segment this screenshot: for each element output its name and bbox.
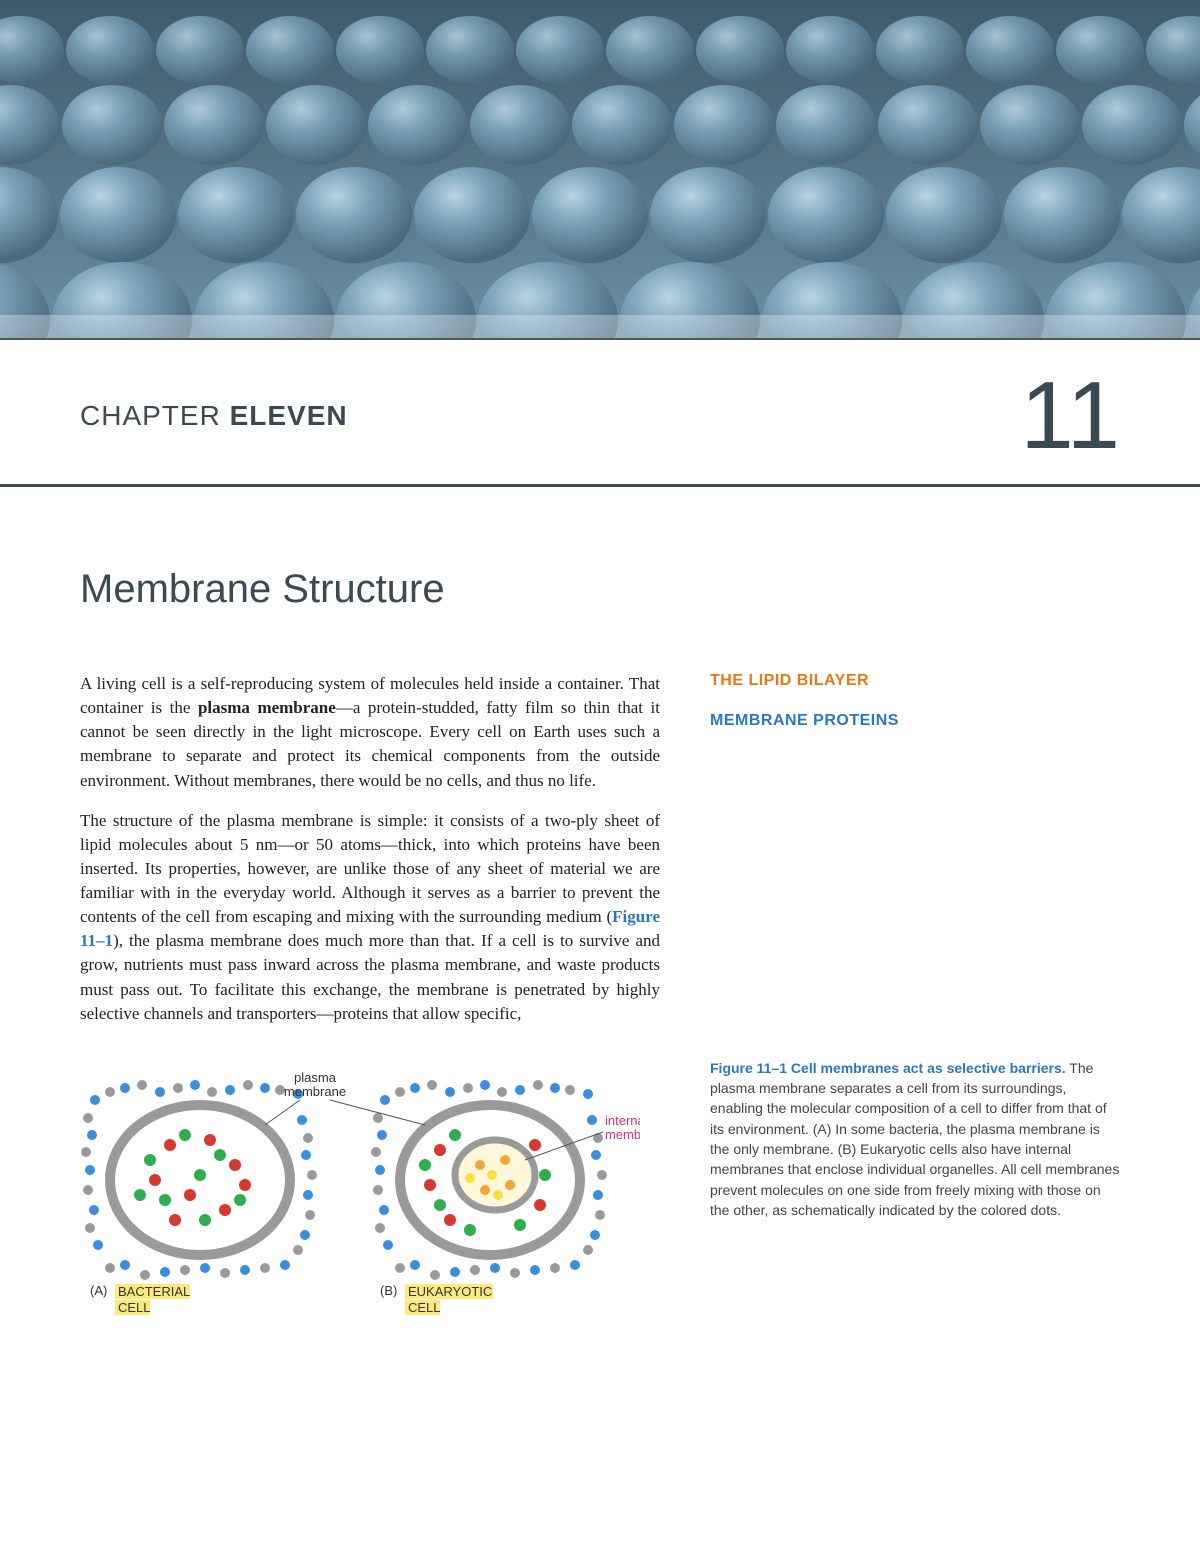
panel-b-tag: (B) [380,1283,397,1298]
hero-svg [0,0,1200,340]
p2-text-b: ), the plasma membrane does much more th… [80,931,660,1022]
figure-caption-column: Figure 11–1 Cell membranes act as select… [710,1052,1120,1325]
label-plasma: plasma [294,1070,337,1085]
page-title: Membrane Structure [80,567,1120,612]
chapter-label-prefix: CHAPTER [80,400,230,431]
figure-row: plasma membrane internal membrane (A) BA… [80,1052,1120,1325]
figure-svg: plasma membrane internal membrane (A) BA… [80,1070,640,1320]
chapter-label: CHAPTER ELEVEN [80,400,348,432]
panel-b [371,1080,607,1280]
hero-image [0,0,1200,340]
label-plasma-2: membrane [284,1084,346,1099]
caption-title: Figure 11–1 Cell membranes act as select… [710,1060,1066,1076]
main-column: A living cell is a self-reproducing syst… [80,672,660,1042]
intro-paragraph-2: The structure of the plasma membrane is … [80,809,660,1026]
term-plasma-membrane: plasma membrane [198,698,336,717]
panel-a-tag: (A) [90,1283,107,1298]
section-link-lipid[interactable]: THE LIPID BILAYER [710,672,1120,690]
p2-text-a: The structure of the plasma membrane is … [80,811,660,927]
caption-body: The plasma membrane separates a cell fro… [710,1060,1119,1218]
panel-b-label: EUKARYOTIC [408,1284,492,1299]
intro-paragraph-1: A living cell is a self-reproducing syst… [80,672,660,793]
chapter-number: 11 [1020,368,1120,464]
section-link-proteins[interactable]: MEMBRANE PROTEINS [710,712,1120,730]
sidebar-column: THE LIPID BILAYER MEMBRANE PROTEINS [710,672,1120,1042]
panel-a-label-2: CELL [118,1300,151,1315]
label-internal-2: membrane [605,1127,640,1142]
chapter-header: CHAPTER ELEVEN 11 [0,340,1200,487]
page-content: Membrane Structure A living cell is a se… [0,487,1200,1325]
label-internal: internal [605,1113,640,1128]
panel-a [81,1080,317,1280]
panel-b-label-2: CELL [408,1300,441,1315]
two-column-layout: A living cell is a self-reproducing syst… [80,672,1120,1042]
figure-caption: Figure 11–1 Cell membranes act as select… [710,1058,1120,1220]
chapter-label-bold: ELEVEN [230,400,348,431]
figure-11-1: plasma membrane internal membrane (A) BA… [80,1070,660,1325]
panel-a-label: BACTERIAL [118,1284,190,1299]
